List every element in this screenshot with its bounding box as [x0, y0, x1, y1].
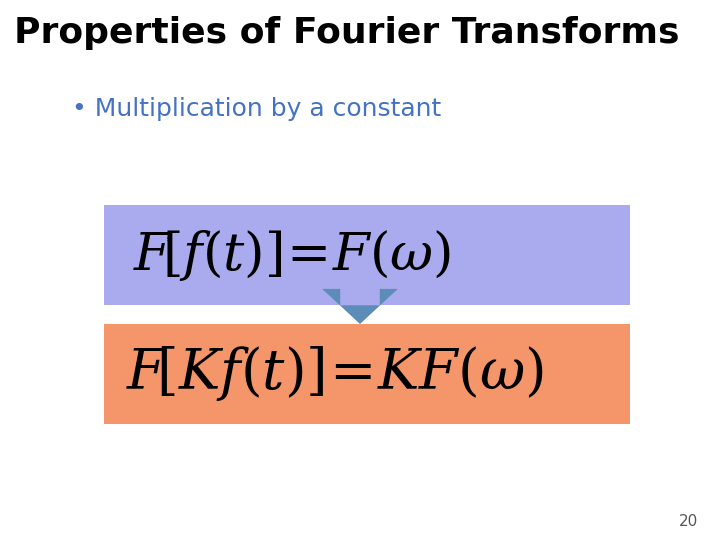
Text: $F\!\left[f(t)\right]\!=\!F(\omega)$: $F\!\left[f(t)\right]\!=\!F(\omega)$ [133, 228, 451, 282]
Text: • Multiplication by a constant: • Multiplication by a constant [72, 97, 441, 121]
Text: 20: 20 [679, 514, 698, 529]
Bar [104, 205, 630, 305]
Polygon shape [323, 289, 397, 324]
Bar [104, 324, 630, 424]
Text: Properties of Fourier Transforms: Properties of Fourier Transforms [14, 16, 680, 50]
Text: $F\!\left[Kf(t)\right]\!=\!KF(\omega)$: $F\!\left[Kf(t)\right]\!=\!KF(\omega)$ [126, 345, 544, 403]
